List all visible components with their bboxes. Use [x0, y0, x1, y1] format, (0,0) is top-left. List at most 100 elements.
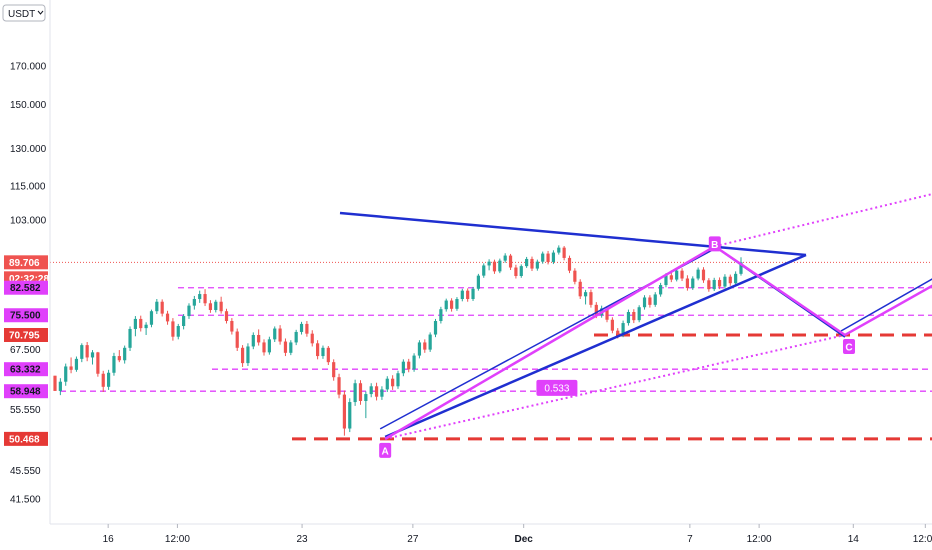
x-tick-label: 27 [407, 534, 419, 545]
candle-body [299, 323, 304, 332]
candle-body [139, 318, 143, 329]
candle-body [616, 330, 620, 335]
candle-body [74, 358, 79, 370]
candle-body [160, 301, 164, 314]
price-badge: 75.500 [4, 308, 48, 323]
candle-body [712, 279, 716, 290]
candle-body [96, 352, 100, 374]
candle-body [396, 373, 400, 387]
candle-body [449, 300, 454, 309]
candle-body [262, 342, 266, 353]
candle-body [723, 276, 727, 287]
candle-body [578, 281, 582, 297]
svg-text:50.468: 50.468 [9, 434, 40, 445]
candle-body [332, 362, 336, 378]
candle-body [401, 361, 405, 374]
candle-body [653, 294, 657, 305]
candle-body [551, 252, 556, 263]
candle-body [519, 266, 523, 276]
candle-body [90, 352, 95, 358]
x-tick-label: 12:00 [747, 534, 772, 545]
descending-trendline[interactable] [339, 211, 807, 257]
candle-body [203, 294, 207, 304]
candle-body [680, 270, 684, 279]
abcd-leg-ab[interactable] [384, 245, 716, 440]
y-tick-label: 150.000 [10, 100, 47, 111]
candle-body [58, 381, 62, 391]
candle-body [176, 326, 180, 337]
candle-body [112, 356, 116, 373]
candle-body [364, 394, 368, 401]
candle-body [165, 313, 170, 322]
x-tick-label: 12:00 [165, 534, 190, 545]
candle-body [541, 253, 545, 262]
candle-body [128, 328, 132, 348]
candle-body [573, 270, 577, 282]
ratio-label[interactable]: 0.533 [536, 379, 578, 396]
candle-body [321, 347, 325, 357]
candle-body [369, 386, 373, 395]
svg-text:75.500: 75.500 [10, 311, 41, 322]
candle-body [289, 342, 293, 353]
candle-body [80, 345, 84, 359]
candle-body [487, 261, 491, 266]
candle-body [326, 347, 330, 363]
candle-body [530, 258, 534, 269]
candle-body [423, 342, 427, 350]
price-badge: 50.468 [4, 431, 48, 446]
candle-body [53, 375, 57, 391]
svg-text:C: C [845, 342, 852, 353]
pattern-point-c[interactable]: C [842, 338, 855, 354]
ascending-trendline[interactable] [384, 253, 807, 439]
candle-body [696, 269, 700, 279]
candle-body [391, 378, 395, 387]
candle-body [557, 247, 561, 253]
candle-body [508, 255, 513, 268]
svg-text:70.795: 70.795 [9, 330, 40, 341]
pattern-point-b[interactable]: B [708, 236, 721, 252]
price-badge: 70.795 [4, 327, 48, 342]
svg-text:58.948: 58.948 [10, 387, 41, 398]
y-tick-label: 130.000 [10, 144, 47, 155]
candle-body [257, 334, 261, 343]
abcd-leg-cd[interactable] [844, 126, 932, 337]
candle-body [246, 346, 250, 364]
currency-badge[interactable]: USDT [2, 4, 46, 22]
x-tick-label: 16 [103, 534, 115, 545]
candle-body [466, 290, 470, 300]
candle-body [273, 328, 277, 340]
candle-body [428, 334, 432, 350]
ratio-line-ac [384, 333, 846, 440]
candle-body [707, 280, 711, 290]
parallel-line[interactable] [840, 120, 932, 332]
candle-body [412, 355, 416, 370]
candle-body [525, 258, 529, 267]
candle-body [230, 320, 234, 332]
candle-body [69, 366, 73, 370]
candle-body [407, 361, 411, 370]
price-axis[interactable]: 170.000 150.000 130.000 115.000 103.000 67.50… [10, 0, 51, 524]
candle-body [492, 261, 497, 272]
candle-body [219, 301, 223, 312]
y-tick-label: 45.550 [10, 466, 41, 477]
candle-body [739, 262, 743, 274]
pattern-point-a[interactable]: A [379, 442, 392, 458]
abcd-leg-bc[interactable] [714, 245, 846, 337]
candle-body [691, 278, 695, 289]
y-tick-label: 115.000 [10, 182, 46, 193]
x-tick-label: 23 [297, 534, 309, 545]
candle-body [85, 345, 89, 358]
candle-body [149, 311, 154, 325]
currency-badge-label: USDT [8, 9, 35, 20]
svg-text:82.582: 82.582 [10, 283, 41, 294]
price-badge: 58.948 [4, 384, 48, 399]
svg-text:02:32:28: 02:32:28 [9, 274, 49, 285]
candle-body [64, 366, 68, 382]
candle-body [675, 270, 679, 280]
candle-body [562, 247, 566, 258]
price-badge: 63.332 [4, 362, 48, 377]
candle-body [106, 372, 111, 387]
svg-text:0.533: 0.533 [544, 383, 569, 394]
